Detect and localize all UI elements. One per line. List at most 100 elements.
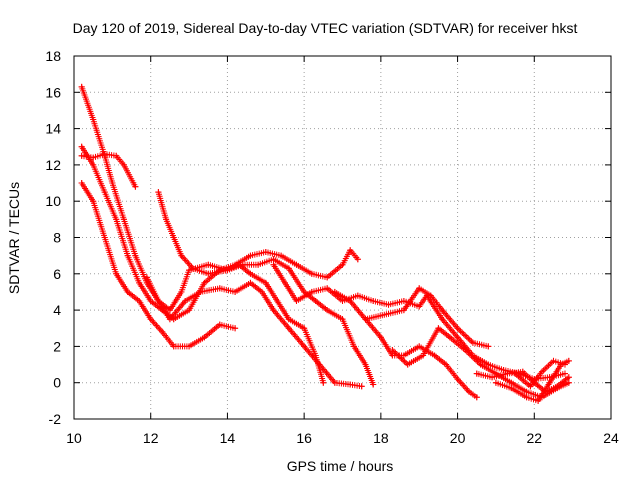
data-point	[466, 388, 473, 395]
series-track-line	[146, 277, 362, 387]
data-point	[120, 216, 127, 223]
series-track-4	[78, 180, 239, 350]
data-point	[189, 265, 196, 272]
data-point	[565, 379, 572, 386]
series-track-3	[78, 151, 139, 190]
data-point	[324, 285, 331, 292]
series-track-5	[143, 274, 365, 390]
data-point	[216, 285, 223, 292]
data-point	[78, 143, 85, 150]
data-point	[347, 298, 354, 305]
data-point	[270, 261, 277, 268]
data-point	[178, 252, 185, 259]
data-point	[435, 325, 442, 332]
data-point	[354, 292, 361, 299]
data-point	[454, 334, 461, 341]
data-point	[132, 252, 139, 259]
data-point	[504, 370, 511, 377]
data-point	[101, 151, 108, 158]
series-track-6	[155, 189, 377, 388]
data-point	[324, 307, 331, 314]
y-tick-label: 2	[53, 338, 61, 354]
data-point	[416, 343, 423, 350]
data-point	[370, 381, 377, 388]
data-point	[535, 397, 542, 404]
data-point	[316, 361, 323, 368]
data-point	[132, 183, 139, 190]
data-point	[136, 279, 143, 286]
y-tick-label: -2	[49, 411, 62, 427]
data-point	[224, 267, 231, 274]
x-tick-label: 12	[143, 430, 159, 446]
data-point	[473, 370, 480, 377]
series-markers	[78, 143, 361, 323]
data-point	[385, 310, 392, 317]
data-point	[508, 385, 515, 392]
data-point	[523, 388, 530, 395]
data-point	[270, 307, 277, 314]
data-point	[301, 343, 308, 350]
chart-title: Day 120 of 2019, Sidereal Day-to-day VTE…	[73, 20, 578, 36]
data-point	[508, 379, 515, 386]
data-point	[270, 256, 277, 263]
data-point	[523, 394, 530, 401]
data-point	[477, 361, 484, 368]
data-point	[285, 316, 292, 323]
series-track-line	[157, 191, 374, 385]
data-point	[258, 288, 265, 295]
data-point	[90, 154, 97, 161]
data-point	[205, 261, 212, 268]
data-point	[239, 261, 246, 268]
data-point	[527, 383, 534, 390]
data-point	[462, 347, 469, 354]
data-point	[186, 343, 193, 350]
series-track-8	[331, 288, 480, 401]
data-point	[197, 288, 204, 295]
data-point	[404, 361, 411, 368]
data-point	[561, 361, 568, 368]
data-point	[400, 352, 407, 359]
data-point	[400, 298, 407, 305]
data-point	[385, 301, 392, 308]
data-point	[109, 180, 116, 187]
data-point	[247, 252, 254, 259]
y-tick-label: 14	[45, 121, 61, 137]
data-point	[546, 379, 553, 386]
data-point	[331, 288, 338, 295]
data-point	[439, 316, 446, 323]
data-point	[278, 252, 285, 259]
data-point	[186, 307, 193, 314]
data-point	[362, 361, 369, 368]
data-point	[262, 279, 269, 286]
data-point	[201, 334, 208, 341]
series-track-13	[512, 357, 568, 390]
data-point	[90, 198, 97, 205]
y-tick-label: 4	[53, 302, 61, 318]
x-axis-label: GPS time / hours	[287, 458, 394, 474]
data-point	[262, 249, 269, 256]
data-point	[400, 307, 407, 314]
data-point	[416, 303, 423, 310]
data-point	[170, 343, 177, 350]
data-point	[274, 298, 281, 305]
data-point	[331, 379, 338, 386]
data-point	[312, 298, 319, 305]
data-point	[255, 261, 262, 268]
data-point	[420, 352, 427, 359]
data-point	[489, 374, 496, 381]
data-point	[232, 325, 239, 332]
data-point	[113, 216, 120, 223]
data-point	[101, 189, 108, 196]
data-point	[416, 285, 423, 292]
data-point	[538, 368, 545, 375]
data-point	[454, 376, 461, 383]
data-point	[446, 334, 453, 341]
data-point	[308, 288, 315, 295]
series-track-9	[362, 285, 492, 350]
data-point	[163, 216, 170, 223]
data-point	[90, 116, 97, 123]
x-tick-label: 14	[220, 430, 236, 446]
data-point	[159, 328, 166, 335]
data-point	[285, 325, 292, 332]
